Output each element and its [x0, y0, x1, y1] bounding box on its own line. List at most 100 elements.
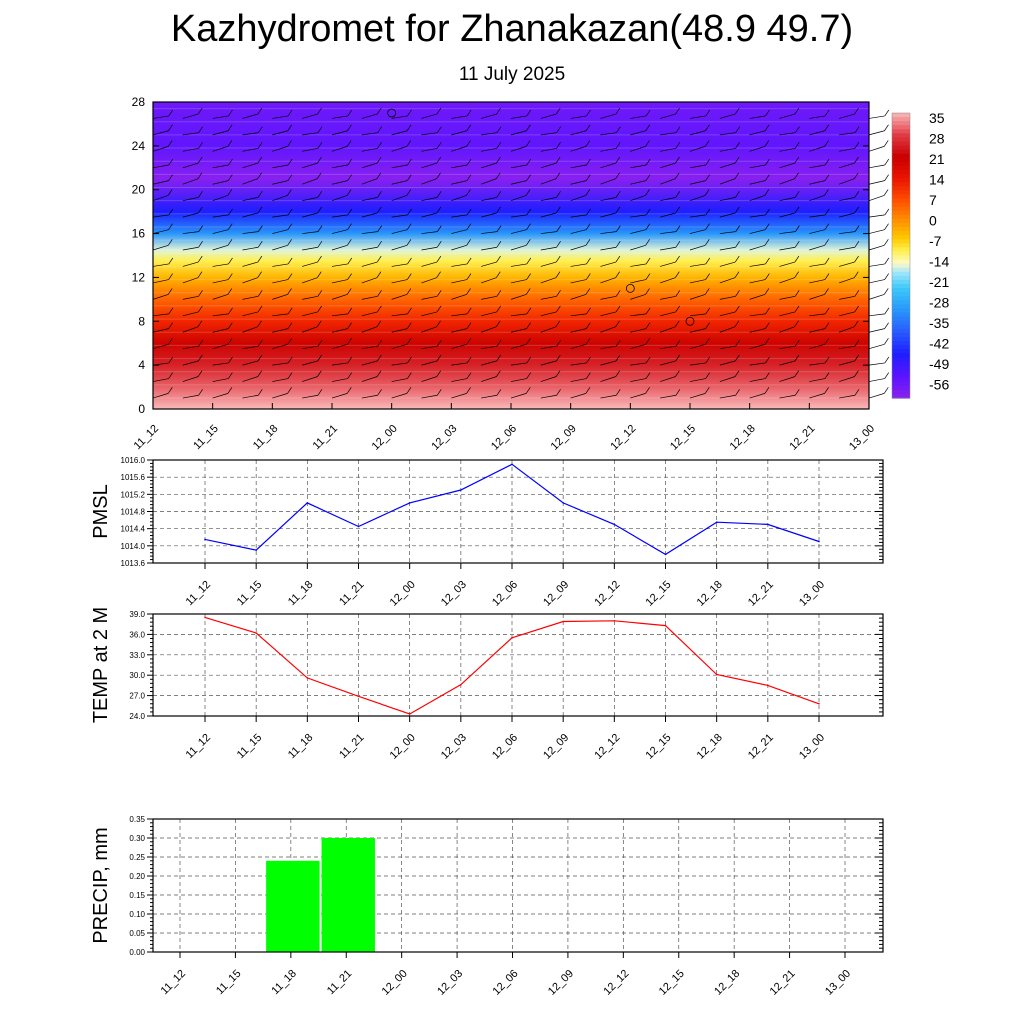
wind-barb	[182, 376, 199, 382]
wind-barb	[421, 261, 437, 267]
wind-barb	[510, 343, 527, 350]
wind-barb	[540, 376, 557, 382]
wind-barb	[660, 178, 676, 185]
wind-barb-flag	[615, 107, 621, 115]
wind-barb-flag	[704, 288, 710, 295]
wind-barb-flag	[675, 191, 681, 198]
x-tick-label: 12_00	[388, 732, 418, 762]
colorbar-segment	[892, 129, 910, 134]
colorbar-segment	[892, 170, 910, 175]
wind-barb-flag	[884, 223, 889, 230]
x-tick-label: 11_21	[325, 968, 355, 998]
wind-barb	[451, 214, 468, 218]
wind-barb	[630, 229, 646, 234]
calm-wind-marker	[685, 316, 695, 326]
wind-barb-flag	[824, 387, 829, 394]
y-tick-label: 0.25	[129, 853, 145, 862]
wind-barb	[331, 393, 348, 399]
wind-barb-flag	[168, 223, 173, 230]
wind-barb	[839, 345, 856, 350]
wind-barb	[749, 195, 765, 202]
wind-barb-flag	[555, 354, 561, 362]
wind-barb-flag	[228, 158, 233, 166]
wind-barb	[182, 246, 199, 251]
colorbar-segment	[892, 255, 910, 261]
wind-barb-flag	[168, 174, 173, 181]
wind-barb-flag	[228, 372, 233, 379]
wind-barb-flag	[436, 271, 441, 278]
wind-barb-flag	[585, 140, 591, 147]
wind-barb-flag	[168, 124, 173, 131]
wind-barb	[570, 229, 587, 234]
wind-barb-flag	[764, 174, 770, 181]
wind-barb	[331, 214, 348, 218]
wind-barb-flag	[705, 356, 711, 364]
wind-barb	[510, 378, 527, 382]
x-tick-label: 12_09	[549, 423, 579, 453]
wind-barb-flag	[466, 307, 472, 315]
x-tick-label: 12_18	[712, 968, 742, 998]
wind-barb	[212, 130, 229, 136]
wind-barb	[630, 263, 647, 267]
x-tick-label: 12_15	[657, 968, 687, 998]
wind-barb-flag	[198, 389, 203, 396]
wind-barb-flag	[526, 273, 531, 280]
wind-barb-flag	[287, 189, 292, 196]
wind-barb	[391, 328, 408, 333]
x-tick-label: 11_12	[184, 732, 214, 762]
wind-barb-flag	[377, 241, 382, 248]
wind-barb-flag	[287, 356, 293, 364]
wind-barb	[212, 313, 229, 317]
wind-barb	[331, 294, 348, 300]
wind-barb	[809, 362, 826, 366]
wind-barb-flag	[615, 156, 621, 164]
wind-barb	[481, 345, 498, 350]
wind-barb-flag	[645, 322, 651, 329]
wind-barb	[182, 277, 199, 284]
wind-barb-flag	[764, 189, 770, 196]
wind-barb-flag	[854, 107, 859, 115]
wind-barb-flag	[258, 339, 263, 347]
colorbar-segment	[892, 341, 910, 346]
data-point	[511, 637, 513, 639]
wind-barb	[331, 229, 348, 234]
wind-barb-flag	[407, 109, 412, 117]
wind-barb-flag	[407, 158, 412, 166]
wind-barb-flag	[228, 109, 233, 117]
wind-barb	[540, 132, 557, 136]
wind-barb-flag	[525, 288, 531, 295]
wind-barb-flag	[377, 142, 382, 149]
wind-barb-flag	[824, 158, 830, 166]
wind-barb	[421, 394, 438, 399]
wind-barb-flag	[675, 156, 680, 164]
wind-barb-flag	[406, 387, 412, 394]
wind-barb	[570, 115, 587, 119]
wind-barb	[212, 343, 229, 350]
wind-barb-flag	[884, 387, 889, 394]
colorbar-segment	[892, 157, 910, 163]
wind-barb-flag	[555, 172, 561, 179]
wind-barb	[510, 313, 527, 317]
wind-barb-flag	[794, 172, 799, 179]
wind-barb	[391, 214, 408, 218]
wind-barb-flag	[764, 338, 770, 345]
colorbar-segment	[892, 178, 910, 183]
wind-barb-flag	[854, 156, 859, 164]
wind-barb-flag	[734, 107, 740, 115]
wind-barb-flag	[317, 290, 323, 297]
wind-barb	[660, 277, 676, 284]
wind-barb-flag	[526, 158, 532, 166]
wind-barb	[242, 246, 259, 251]
wind-barb	[361, 261, 378, 267]
wind-barb	[570, 164, 587, 169]
wind-barb-flag	[615, 255, 621, 263]
colorbar-segment	[892, 345, 910, 350]
wind-barb	[719, 360, 736, 366]
colorbar-segment	[892, 141, 910, 147]
wind-barb-flag	[347, 356, 353, 364]
wind-barb	[600, 197, 617, 202]
wind-barb	[212, 164, 229, 169]
wind-barb-flag	[675, 255, 680, 263]
wind-barb-flag	[466, 109, 472, 117]
wind-barb	[809, 146, 825, 152]
